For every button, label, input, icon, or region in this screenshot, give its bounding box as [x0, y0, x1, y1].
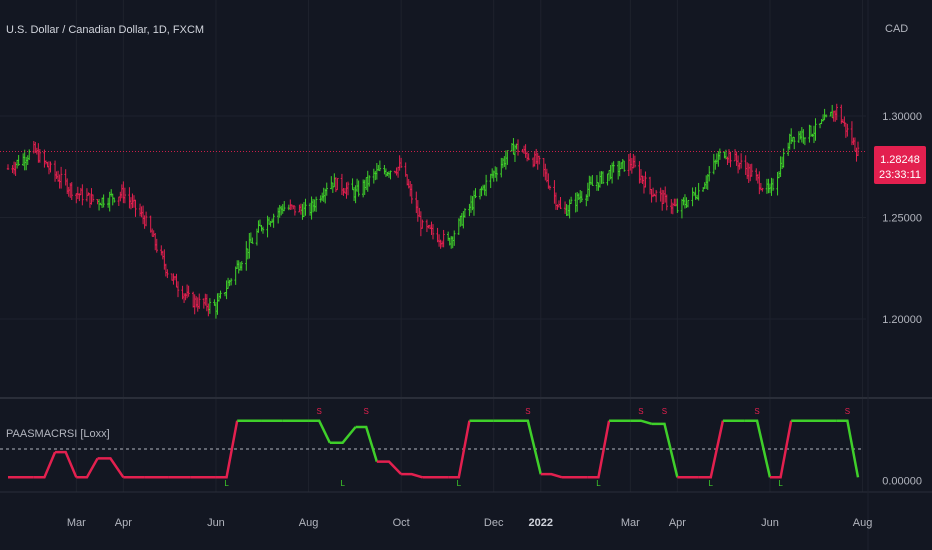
time-tick-label: Oct [393, 517, 410, 529]
grid-lines [0, 0, 866, 492]
indicator-segment [836, 419, 860, 478]
indicator-segment [76, 457, 99, 479]
indicator-title: PAASMACRSI [Loxx] [6, 428, 110, 440]
indicator-segment [97, 457, 125, 479]
short-signal-marker: S [754, 407, 759, 416]
indicator-segment [376, 460, 403, 476]
time-tick-label: Aug [853, 517, 873, 529]
long-signal-marker: L [596, 479, 601, 488]
long-signal-marker: L [457, 479, 462, 488]
indicator-segment [744, 419, 772, 478]
long-signal-marker: L [778, 479, 783, 488]
short-signal-marker: S [662, 407, 667, 416]
time-tick-label: Apr [669, 517, 686, 529]
time-tick-label: 2022 [529, 517, 553, 529]
short-signal-marker: S [845, 407, 850, 416]
time-tick-label: Dec [484, 517, 504, 529]
time-tick-label: Aug [299, 517, 319, 529]
price-candles [6, 103, 860, 319]
price-tick-label: 1.25000 [882, 213, 922, 225]
indicator-axis-ticks: 0.00000 [882, 475, 922, 487]
indicator-segment [630, 419, 652, 426]
time-axis-ticks: Mar Apr Jun Aug Oct Dec 2022 Mar Apr Jun Aug [67, 517, 873, 529]
price-tick-label: 1.20000 [882, 314, 922, 326]
symbol-title: U.S. Dollar / Canadian Dollar, 1D, FXCM [6, 24, 204, 36]
indicator-segment [769, 420, 793, 479]
currency-label: CAD [885, 23, 908, 35]
long-signal-marker: L [709, 479, 714, 488]
indicator-segment [698, 420, 725, 479]
time-tick-label: Apr [115, 517, 132, 529]
price-tick-label: 1.30000 [882, 111, 922, 123]
long-signal-marker: L [340, 479, 345, 488]
indicator-segment [215, 420, 239, 479]
price-badge [874, 146, 926, 184]
time-tick-label: Jun [761, 517, 779, 529]
indicator-segment [355, 425, 379, 462]
short-signal-marker: S [364, 407, 369, 416]
price-badge-countdown: 23:33:11 [879, 169, 921, 181]
time-tick-label: Mar [621, 517, 640, 529]
indicator-segment [587, 420, 611, 479]
short-signal-marker: S [638, 407, 643, 416]
indicator-segment [329, 426, 357, 444]
short-signal-marker: S [525, 407, 530, 416]
indicator-tick-label: 0.00000 [882, 475, 922, 487]
indicator-segment [401, 472, 423, 479]
indicator-segment [448, 420, 471, 479]
price-axis-ticks: 1.20000 1.25000 1.30000 [882, 111, 922, 326]
signal-markers: L S L S L S L S S L S L S [224, 407, 850, 488]
indicator-series [8, 419, 860, 479]
time-tick-label: Mar [67, 517, 86, 529]
long-signal-marker: L [224, 479, 229, 488]
indicator-segment [308, 419, 331, 444]
indicator-segment [33, 451, 57, 479]
indicator-segment [55, 450, 78, 478]
price-badge-value: 1.28248 [880, 154, 920, 166]
short-signal-marker: S [316, 407, 321, 416]
indicator-segment [514, 419, 542, 475]
indicator-segment [540, 472, 563, 479]
time-tick-label: Jun [207, 517, 225, 529]
indicator-segment [651, 422, 679, 478]
